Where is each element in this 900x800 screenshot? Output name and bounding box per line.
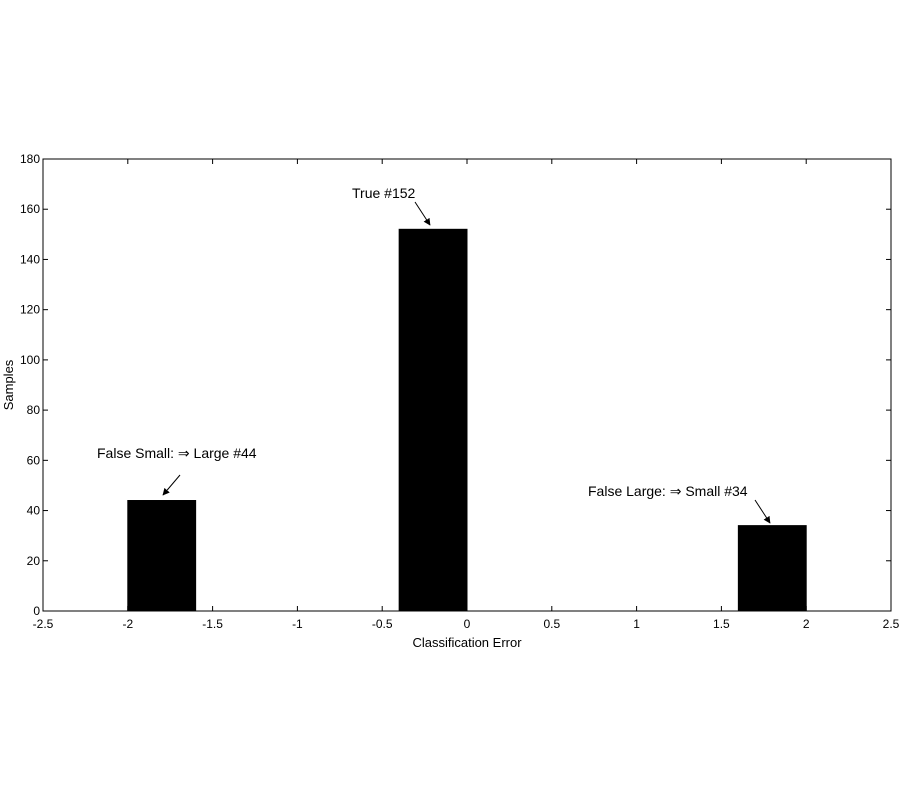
bar xyxy=(737,525,807,612)
annotation-arrow xyxy=(162,474,181,496)
x-tick-label: -1.5 xyxy=(202,617,223,631)
bar xyxy=(127,500,197,612)
x-tick-label: 1.5 xyxy=(713,617,730,631)
y-tick-label: 80 xyxy=(27,403,41,417)
x-tick-label: 2 xyxy=(803,617,810,631)
y-tick-label: 140 xyxy=(20,252,40,266)
x-tick-label: 0 xyxy=(464,617,471,631)
x-tick-label: 2.5 xyxy=(883,617,900,631)
bar xyxy=(398,228,468,612)
y-tick-label: 180 xyxy=(20,152,40,166)
annotation-arrow xyxy=(754,499,771,524)
x-tick-label: -2 xyxy=(122,617,133,631)
y-axis-label: Samples xyxy=(1,359,16,410)
annotation-label: False Large: ⇒ Small #34 xyxy=(588,483,748,499)
y-tick-label: 120 xyxy=(20,303,40,317)
x-tick-label: -0.5 xyxy=(372,617,393,631)
y-tick-label: 40 xyxy=(27,504,41,518)
y-tick-label: 100 xyxy=(20,353,40,367)
annotation-label: False Small: ⇒ Large #44 xyxy=(97,445,257,461)
x-tick-label: 1 xyxy=(633,617,640,631)
y-tick-label: 60 xyxy=(27,453,41,467)
x-tick-label: 0.5 xyxy=(543,617,560,631)
x-axis-label: Classification Error xyxy=(412,635,522,650)
annotation-label: True #152 xyxy=(352,185,416,201)
x-tick-label: -1 xyxy=(292,617,303,631)
y-tick-label: 20 xyxy=(27,554,41,568)
x-tick-label: -2.5 xyxy=(33,617,54,631)
y-tick-label: 160 xyxy=(20,202,40,216)
y-tick-label: 0 xyxy=(33,604,40,618)
annotation-arrow xyxy=(414,201,431,226)
